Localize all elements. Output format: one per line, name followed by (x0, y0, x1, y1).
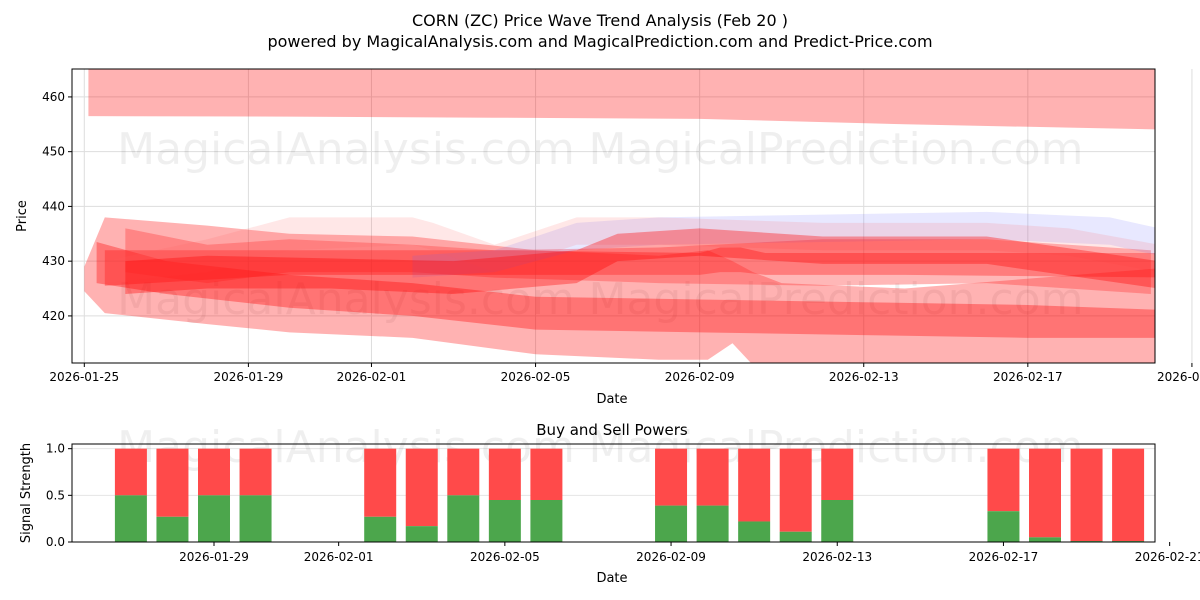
wave-band (104, 217, 1155, 284)
wave-band (125, 228, 1155, 295)
bar-y-axis-label: Signal Strength (19, 443, 34, 543)
buy-bar (821, 500, 854, 542)
watermark: MagicalPrediction.com (589, 274, 1084, 325)
y-tick-label: 0.5 (46, 488, 65, 502)
buy-bar (447, 495, 480, 542)
x-tick-label: 2026-01-25 (49, 370, 119, 384)
sell-bar (779, 448, 812, 532)
buy-bar (655, 505, 688, 542)
sell-bar (364, 448, 397, 517)
bar-chart-title: Buy and Sell Powers (536, 421, 688, 439)
sell-bar (738, 448, 771, 522)
buy-bar (530, 500, 563, 542)
sell-bar (488, 448, 521, 500)
x-tick-label: 2026-02-17 (969, 550, 1039, 564)
sell-bar (655, 448, 688, 506)
buy-bar (198, 495, 230, 542)
sell-bar (198, 448, 230, 496)
watermark: MagicalAnalysis.com (117, 124, 575, 175)
sell-bar (530, 448, 563, 500)
y-tick-label: 420 (42, 309, 65, 323)
sell-bar (696, 448, 729, 506)
sell-bar (114, 448, 147, 496)
wave-band (88, 69, 1155, 130)
wave-band (125, 228, 1151, 295)
wave-band (96, 242, 1155, 338)
x-tick-label: 2026-02-05 (501, 370, 571, 384)
x-tick-label: 2026-02-09 (665, 370, 735, 384)
sell-bar (821, 448, 854, 500)
x-tick-label: 2026-02-09 (636, 550, 706, 564)
y-tick-label: 450 (42, 145, 65, 159)
buy-bar (696, 505, 729, 542)
sell-bar (1112, 448, 1145, 542)
x-tick-label: 2026-02-01 (337, 370, 407, 384)
y-tick-label: 1.0 (46, 442, 65, 456)
sell-bar (405, 448, 438, 527)
sell-bar (447, 448, 480, 496)
x-tick-label: 2026-02-21 (1135, 550, 1200, 564)
y-axis-label: Price (15, 200, 30, 232)
buy-bar (114, 495, 147, 542)
buy-bar (779, 531, 812, 542)
y-tick-label: 460 (42, 90, 65, 104)
x-tick-label: 2026-02-21 (1157, 370, 1200, 384)
buy-bar (405, 526, 438, 542)
buy-bar (738, 521, 771, 542)
signal-chart: 0.00.51.0 MagicalAnalysis.com MagicalPredi… (46, 422, 1200, 564)
buy-bar (364, 516, 397, 542)
x-axis-label: Date (596, 392, 627, 407)
x-tick-label: 2026-02-05 (470, 550, 540, 564)
y-tick-label: 430 (42, 254, 65, 268)
chart-subtitle: powered by MagicalAnalysis.com and Magic… (267, 32, 932, 51)
chart-title: CORN (ZC) Price Wave Trend Analysis (Feb… (412, 11, 788, 30)
buy-bar (987, 511, 1020, 542)
x-tick-label: 2026-02-17 (993, 370, 1063, 384)
buy-bar (488, 500, 521, 542)
price-chart: 2026-01-25 2026-01-29 2026-02-01 2026-02-05… (42, 68, 1200, 384)
x-tick-label: 2026-01-29 (179, 550, 249, 564)
bands (84, 69, 1155, 363)
sell-bar (156, 448, 189, 517)
wave-band (84, 217, 1155, 363)
buy-bar (239, 495, 272, 542)
plot-frame (71, 68, 1156, 364)
watermark: MagicalAnalysis.com (117, 274, 575, 325)
sell-bar (987, 448, 1020, 512)
plot-frame (71, 443, 1156, 543)
x-tick-label: 2026-02-13 (802, 550, 872, 564)
bar-x-axis-label: Date (596, 571, 627, 586)
watermark: MagicalPrediction.com (589, 124, 1084, 175)
buy-bar (156, 516, 189, 542)
sell-bar (1029, 448, 1061, 538)
buy-bar (1029, 537, 1061, 542)
x-tick-label: 2026-02-13 (829, 370, 899, 384)
wave-band (412, 211, 1155, 278)
sell-bar (239, 448, 272, 496)
x-tick-label: 2026-02-01 (304, 550, 374, 564)
x-tick-label: 2026-01-29 (214, 370, 284, 384)
sell-bar (1070, 448, 1103, 542)
y-tick-label: 0.0 (46, 535, 65, 549)
y-tick-label: 440 (42, 199, 65, 213)
wave-band (104, 247, 1155, 286)
